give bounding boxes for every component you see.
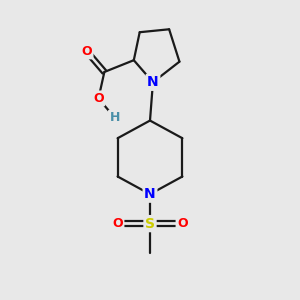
Text: N: N xyxy=(144,187,156,201)
Text: O: O xyxy=(177,217,188,230)
Text: H: H xyxy=(110,111,120,124)
Text: N: N xyxy=(147,75,159,89)
Text: O: O xyxy=(93,92,104,105)
Text: O: O xyxy=(81,45,92,58)
Text: S: S xyxy=(145,217,155,231)
Text: O: O xyxy=(112,217,123,230)
